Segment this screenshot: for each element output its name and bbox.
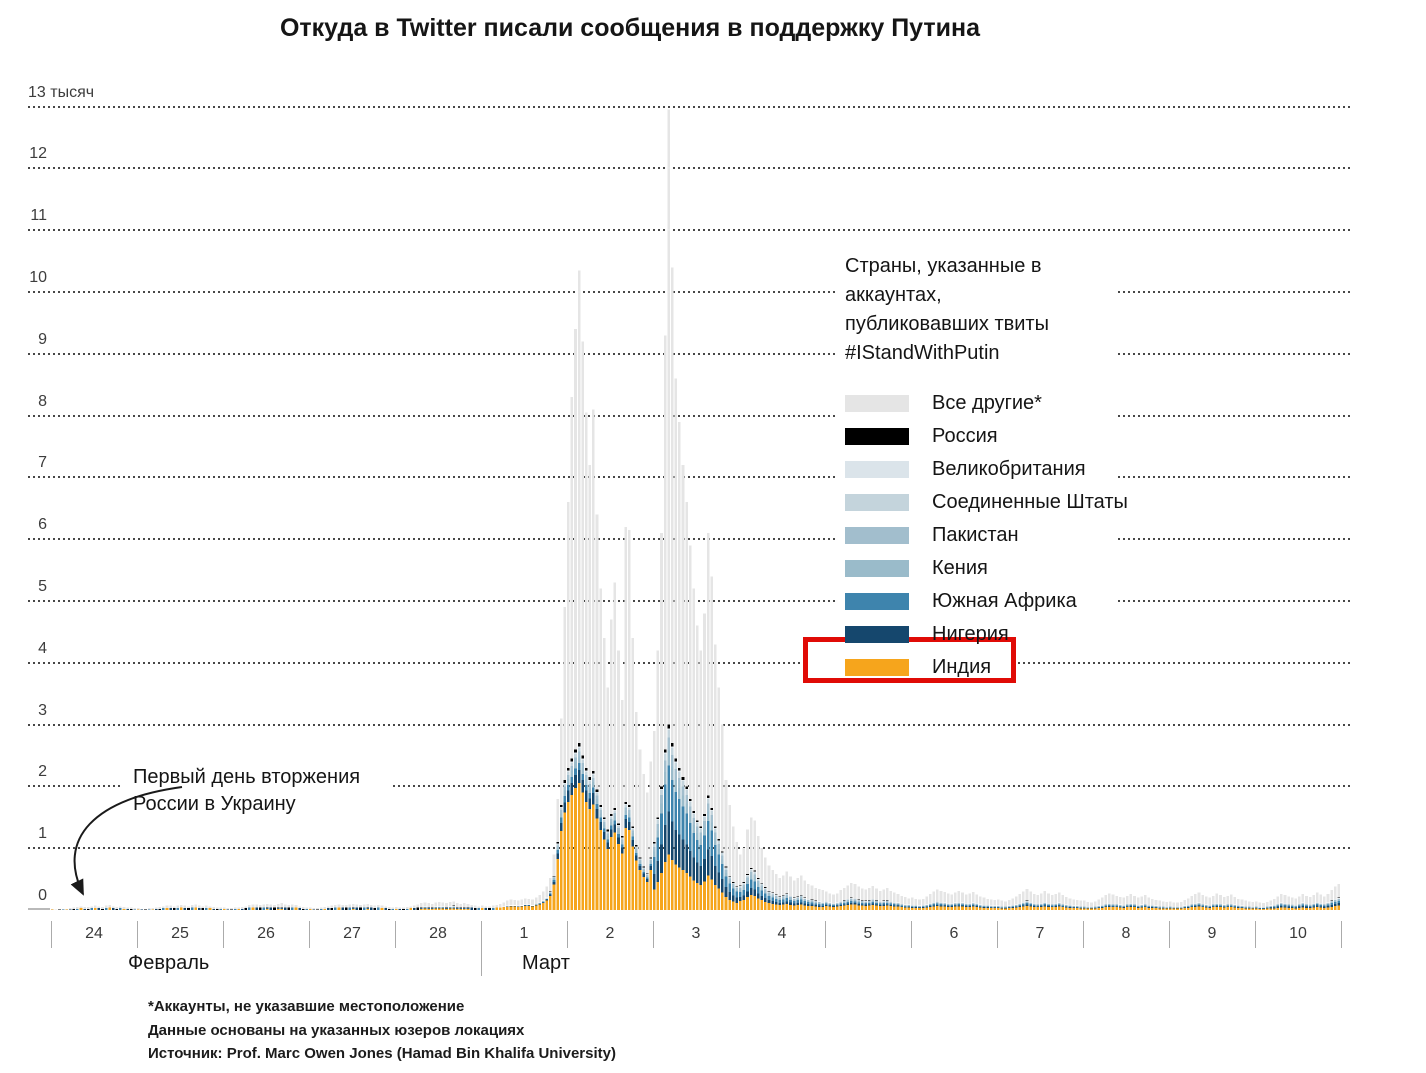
- x-axis-day-label: 10: [1289, 925, 1307, 942]
- y-axis-label: 10: [29, 269, 47, 286]
- legend-swatch-nigeria: [845, 626, 909, 643]
- x-axis-tick: [51, 921, 52, 948]
- x-axis-day-label: 28: [429, 925, 447, 942]
- gridline: [28, 105, 1353, 108]
- x-axis-day-label: 25: [171, 925, 189, 942]
- x-axis-tick: [567, 921, 568, 948]
- x-axis-tick: [1255, 921, 1256, 948]
- legend-swatch-pakistan: [845, 527, 909, 544]
- x-axis-tick: [1083, 921, 1084, 948]
- y-axis-label: 9: [38, 330, 47, 348]
- legend-label-others: Все другие*: [932, 392, 1042, 414]
- x-axis-tick: [223, 921, 224, 948]
- invasion-annotation: Первый день вторжения России в Украину: [120, 762, 392, 820]
- y-axis-label: 3: [38, 701, 47, 719]
- gridline: [28, 291, 1353, 293]
- x-axis-month-label: Февраль: [128, 952, 210, 974]
- legend-label-pakistan: Пакистан: [932, 524, 1019, 546]
- x-axis-day-label: 4: [777, 925, 787, 942]
- x-axis-tick: [825, 921, 826, 948]
- legend-item-india: Индия: [845, 651, 1125, 684]
- gridline: [28, 538, 1353, 541]
- zero-baseline: [28, 908, 50, 910]
- x-axis-month-label: Март: [522, 952, 570, 974]
- legend-item-kenya: Кения: [845, 552, 1125, 585]
- legend-swatch-kenya: [845, 560, 909, 577]
- legend: Страны, указанные в аккаунтах, публикова…: [845, 252, 1128, 684]
- x-axis-day-label: 6: [949, 925, 959, 942]
- legend-item-us: Соединенные Штаты: [845, 486, 1128, 519]
- y-axis-label: 12: [29, 145, 47, 163]
- x-axis-day-label: 5: [863, 925, 873, 942]
- y-axis-label: 5: [38, 578, 47, 595]
- x-axis-day-label: 7: [1035, 925, 1045, 942]
- y-axis-label: 11: [30, 207, 47, 225]
- footnotes: *Аккаунты, не указавшие местоположение Д…: [148, 995, 616, 1066]
- footnote-asterisk: *Аккаунты, не указавшие местоположение: [148, 998, 465, 1015]
- x-axis-day-label: 27: [343, 925, 361, 942]
- legend-background: [838, 248, 1118, 648]
- legend-item-uk: Великобритания: [845, 453, 1125, 486]
- legend-label-uk: Великобритания: [932, 458, 1086, 480]
- legend-label-kenya: Кения: [932, 557, 988, 579]
- x-axis-month-tick: [481, 921, 482, 976]
- legend-label-india: Индия: [932, 656, 992, 678]
- legend-swatch-russia: [845, 428, 909, 445]
- y-axis-label: 13 тысяч: [28, 83, 95, 101]
- footnote-source: Источник: Prof. Marc Owen Jones (Hamad B…: [148, 1045, 616, 1062]
- x-axis-tick: [1341, 921, 1342, 948]
- y-axis-label: 6: [38, 516, 47, 534]
- legend-item-others: Все другие*: [845, 387, 1125, 420]
- x-axis-day-label: 26: [257, 925, 275, 942]
- x-axis-tick: [1169, 921, 1170, 948]
- x-axis-tick: [309, 921, 310, 948]
- y-axis-label: 1: [38, 825, 47, 843]
- legend-label-nigeria: Нигерия: [932, 623, 1009, 645]
- chart-title: Откуда в Twitter писали сообщения в подд…: [279, 14, 981, 42]
- x-axis-day-label: 8: [1121, 925, 1131, 942]
- gridline: [28, 352, 1353, 355]
- legend-swatch-others: [845, 395, 909, 412]
- legend-item-russia: Россия: [845, 420, 1125, 453]
- x-axis-tick: [653, 921, 654, 948]
- footnote-method: Данные основаны на указанных юзеров лока…: [148, 1021, 525, 1039]
- x-axis-tick: [739, 921, 740, 948]
- x-axis-day-label: 1: [519, 925, 529, 942]
- gridline: [28, 414, 1353, 417]
- legend-item-pakistan: Пакистан: [845, 519, 1125, 552]
- legend-label-south_africa: Южная Африка: [932, 590, 1077, 612]
- x-axis-tick: [911, 921, 912, 948]
- legend-label-russia: Россия: [932, 425, 998, 447]
- x-axis-day-label: 3: [691, 925, 701, 942]
- legend-items: Все другие* Россия Великобритания Соединенн…: [845, 387, 1128, 684]
- legend-swatch-india: [845, 659, 909, 676]
- legend-swatch-south_africa: [845, 593, 909, 610]
- legend-item-nigeria: Нигерия: [845, 618, 1125, 651]
- legend-swatch-us: [845, 494, 909, 511]
- gridline: [28, 476, 1353, 479]
- legend-title: Страны, указанные в аккаунтах, публикова…: [845, 255, 1049, 364]
- gridline: [28, 229, 1353, 232]
- x-axis-tick: [137, 921, 138, 948]
- y-axis-label: 8: [38, 392, 47, 410]
- gridline: [28, 167, 1353, 170]
- x-axis-day-label: 2: [605, 925, 615, 942]
- x-axis-tick: [997, 921, 998, 948]
- india-highlight-box: [803, 637, 1016, 683]
- y-axis-label: 7: [38, 454, 47, 472]
- legend-item-south_africa: Южная Африка: [845, 585, 1125, 618]
- x-axis-day-label: 24: [85, 925, 103, 942]
- legend-label-us: Соединенные Штаты: [932, 491, 1128, 513]
- y-axis-label: 2: [38, 763, 47, 781]
- legend-swatch-uk: [845, 461, 909, 478]
- x-axis-day-label: 9: [1207, 925, 1217, 942]
- y-axis-label: 0: [38, 887, 47, 904]
- x-axis-tick: [395, 921, 396, 948]
- y-axis-label: 4: [38, 639, 47, 657]
